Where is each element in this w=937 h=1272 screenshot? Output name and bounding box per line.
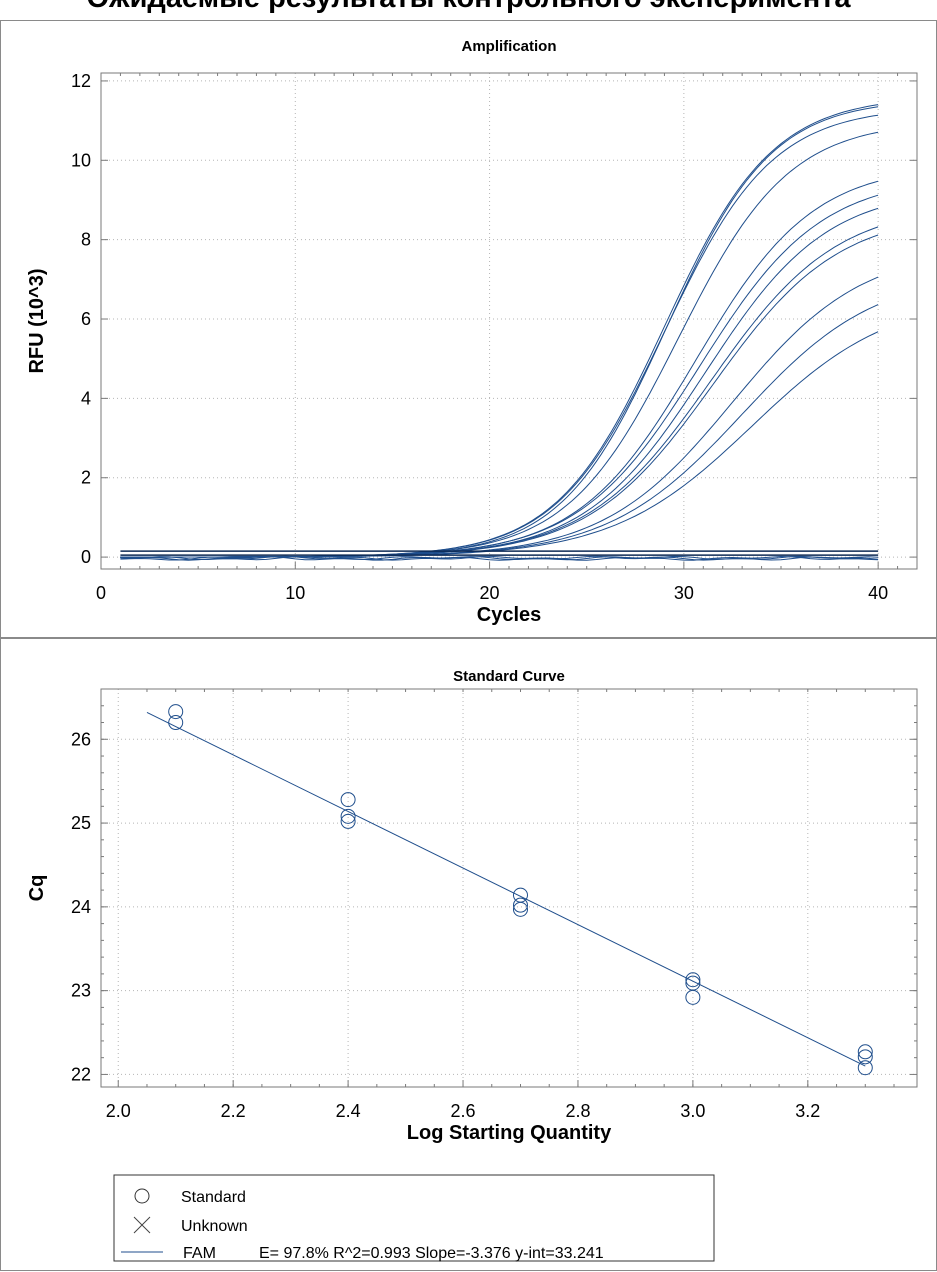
amplification-curve-10 [120,276,879,558]
standard-point [340,813,356,829]
x-tick-label: 10 [285,583,305,603]
y-tick-label: 22 [71,1064,91,1084]
x-tick-label: 3.2 [795,1101,820,1121]
amplification-curve-11 [120,304,879,558]
standard-point [857,1044,873,1060]
x-tick-label: 2.8 [565,1101,590,1121]
amplification-curve-5 [120,180,879,558]
x-tick-label: 30 [674,583,694,603]
legend-box: Standard Unknown FAM E= 97.8% R^2=0.993 Slo… [113,1174,715,1262]
y-tick-label: 23 [71,981,91,1001]
legend-stats: E= 97.8% R^2=0.993 Slope=-3.376 y-int=33… [259,1245,604,1262]
amplification-curve-8 [120,226,879,558]
y-axis-label: Cq [26,875,48,902]
x-tick-label: 0 [96,583,106,603]
legend-label: FAM [183,1245,216,1262]
y-tick-label: 0 [81,547,91,567]
standard-curve-chart: Standard Curve 2.0 2.2 2.4 2.6 2.8 3.0 3.2 22 23 2… [26,668,918,1262]
legend-label: Standard [181,1189,246,1206]
x-axis-label: Cycles [477,604,542,626]
y-tick-label: 25 [71,813,91,833]
legend-circle-icon [134,1188,150,1204]
standard-point [340,808,356,824]
standard-point [512,901,528,917]
standard-point [340,792,356,808]
baseline-curve [120,555,879,561]
page-title: Ожидаемые результаты контрольного экспер… [0,0,937,15]
y-tick-label: 10 [71,150,91,170]
y-tick-label: 8 [81,230,91,250]
amplification-curve-4 [120,131,879,558]
x-tick-label: 40 [868,583,888,603]
baseline-curve [120,555,879,561]
x-tick-label: 2.4 [336,1101,361,1121]
standard-curve-panel: Standard Curve 2.0 2.2 2.4 2.6 2.8 3.0 3.2 22 23 2… [0,638,937,1271]
y-tick-label: 26 [71,729,91,749]
amplification-curve-1 [120,104,879,558]
standard-point [512,897,528,913]
amplification-chart: Amplification 0 10 20 30 40 0 2 4 6 8 10 12 Cycles RFU… [26,38,918,626]
y-tick-label: 12 [71,71,91,91]
standard-point [168,715,184,731]
x-tick-label: 2.6 [451,1101,476,1121]
amplification-curve-9 [120,234,879,558]
y-tick-label: 2 [81,468,91,488]
x-tick-label: 2.2 [221,1101,246,1121]
x-tick-label: 20 [480,583,500,603]
y-tick-label: 4 [81,388,91,408]
standard-point [857,1049,873,1065]
standard-point [685,989,701,1005]
y-axis-label: RFU (10^3) [26,268,48,373]
amplification-curve-6 [120,194,879,558]
legend-label: Unknown [181,1218,248,1235]
standard-point [168,704,184,720]
x-tick-label: 2.0 [106,1101,131,1121]
amplification-curve-2 [120,106,879,558]
chart-title: Amplification [461,38,556,55]
y-tick-label: 24 [71,897,91,917]
legend-cross-icon [133,1216,151,1234]
amplification-panel: Amplification 0 10 20 30 40 0 2 4 6 8 10 12 Cycles RFU… [0,20,937,638]
amplification-curve-7 [120,207,879,558]
plot-frame [100,72,918,570]
standard-point [857,1060,873,1076]
plot-frame [100,688,918,1088]
chart-title: Standard Curve [453,668,565,685]
y-tick-label: 6 [81,309,91,329]
x-tick-label: 3.0 [680,1101,705,1121]
amplification-curve-3 [120,114,879,558]
regression-line [146,711,866,1067]
legend-frame [113,1174,715,1262]
standard-point [685,972,701,988]
x-axis-label: Log Starting Quantity [407,1122,612,1144]
